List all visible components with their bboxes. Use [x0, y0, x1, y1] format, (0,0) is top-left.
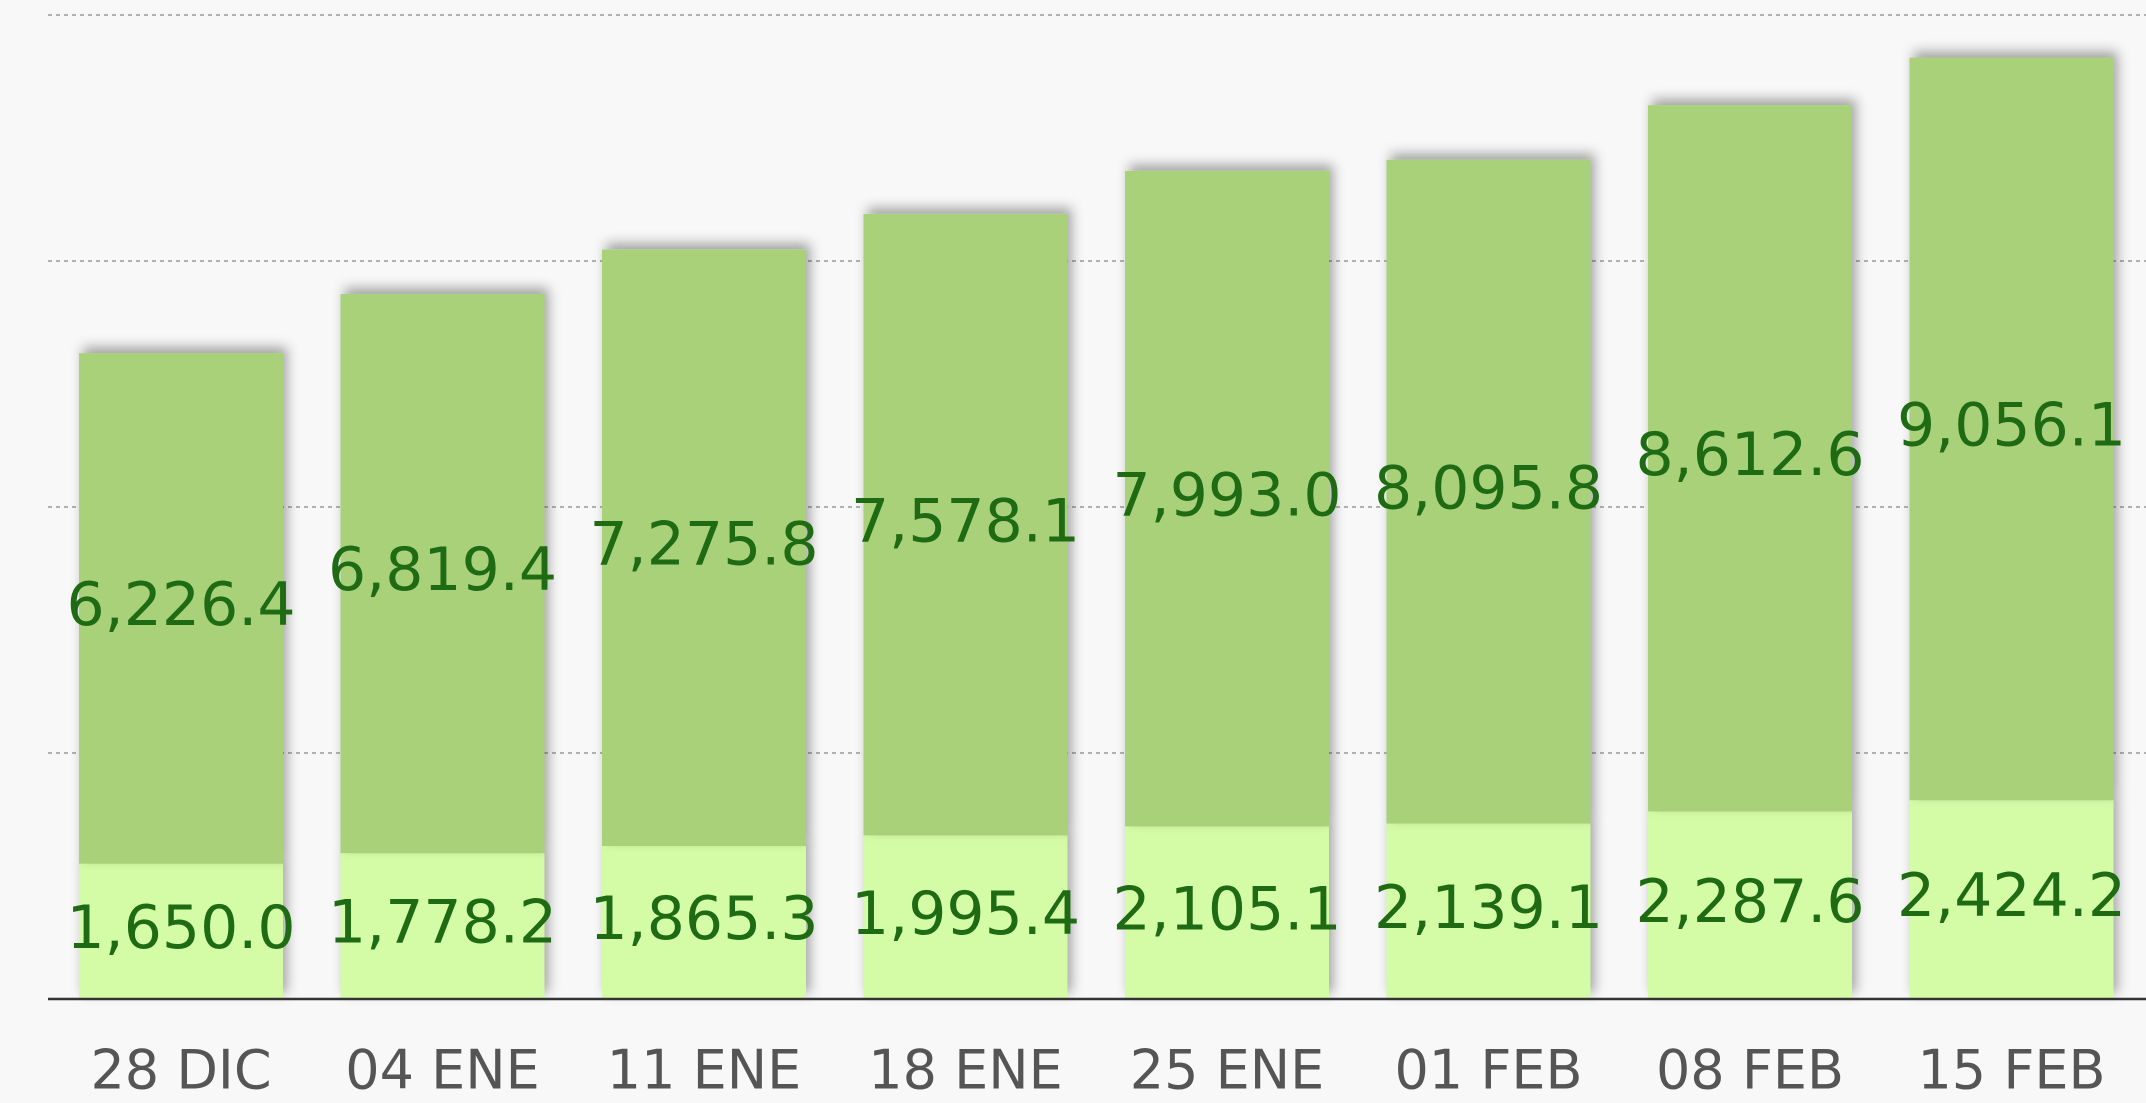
data-label: 2,105.1	[1112, 874, 1341, 944]
x-tick-label: 08 FEB	[1656, 1039, 1844, 1102]
data-label: 6,819.4	[328, 535, 557, 605]
bar-segment	[863, 213, 1068, 836]
x-tick-label: 04 ENE	[345, 1039, 540, 1102]
bar-segment	[1386, 823, 1591, 999]
bar-segment	[602, 249, 806, 847]
data-label: 7,275.8	[589, 509, 818, 579]
x-tick-label: 11 ENE	[607, 1039, 802, 1102]
data-label: 2,424.2	[1897, 861, 2126, 931]
data-label: 1,650.0	[66, 893, 295, 963]
data-label: 1,778.2	[328, 888, 557, 958]
bar-segment	[1125, 826, 1329, 999]
bar-segment	[340, 293, 545, 854]
bar-segment	[1125, 170, 1329, 827]
bar-segment	[602, 846, 806, 999]
bar-segment	[1386, 159, 1591, 824]
data-label: 8,612.6	[1635, 420, 1864, 490]
bar-segment	[1648, 811, 1852, 999]
bar-segment	[863, 835, 1068, 999]
bar-segment	[1648, 105, 1852, 812]
data-label: 1,995.4	[851, 879, 1080, 949]
bar-segment	[79, 353, 283, 864]
x-tick-label: 18 ENE	[868, 1039, 1063, 1102]
data-label: 6,226.4	[66, 570, 295, 640]
bar-segment	[1909, 57, 2114, 801]
data-label: 2,287.6	[1635, 867, 1864, 937]
bar-segment	[340, 853, 545, 999]
bar-segment	[79, 863, 283, 999]
data-label: 7,578.1	[851, 486, 1080, 556]
data-label: 9,056.1	[1897, 391, 2126, 461]
data-label: 1,865.3	[589, 884, 818, 954]
x-tick-label: 15 FEB	[1917, 1039, 2105, 1102]
data-label: 7,993.0	[1112, 460, 1341, 530]
data-label: 2,139.1	[1374, 873, 1603, 943]
data-label: 8,095.8	[1374, 453, 1603, 523]
x-tick-label: 25 ENE	[1130, 1039, 1325, 1102]
x-tick-label: 01 FEB	[1394, 1039, 1582, 1102]
bar-segment	[1909, 800, 2114, 999]
x-tick-label: 28 DIC	[90, 1039, 271, 1102]
